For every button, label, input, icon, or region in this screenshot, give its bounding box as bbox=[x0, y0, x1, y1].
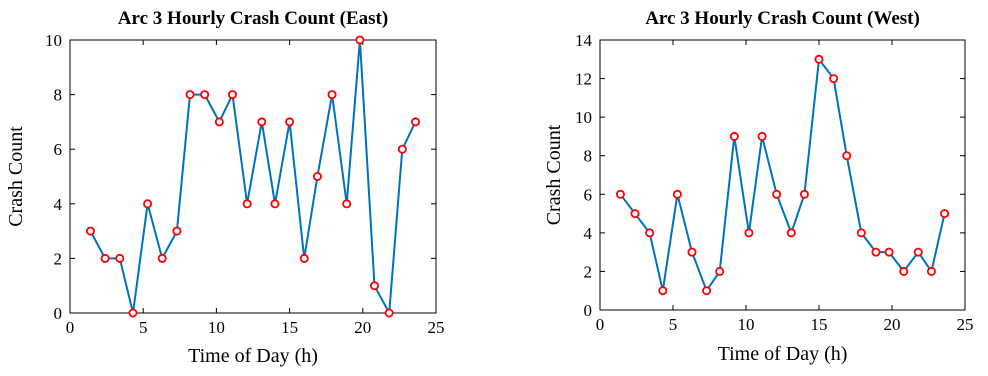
data-point-west bbox=[715, 266, 725, 276]
data-point-east bbox=[270, 199, 280, 209]
y-tick-label-west: 6 bbox=[584, 185, 593, 204]
data-point-east bbox=[342, 199, 352, 209]
y-tick-label-east: 4 bbox=[54, 195, 63, 214]
x-tick-label-west: 10 bbox=[738, 315, 755, 334]
data-point-west bbox=[799, 189, 809, 199]
data-point-east bbox=[185, 90, 195, 100]
data-point-east bbox=[285, 117, 295, 127]
data-point-east bbox=[384, 308, 394, 318]
data-point-west bbox=[757, 131, 767, 141]
data-point-west bbox=[829, 74, 839, 84]
data-point-east bbox=[257, 117, 267, 127]
data-point-east bbox=[397, 144, 407, 154]
data-point-west bbox=[940, 209, 950, 219]
data-point-east bbox=[242, 199, 252, 209]
chart-east: Arc 3 Hourly Crash Count (East)0 5 10 15 20 2… bbox=[5, 8, 445, 367]
y-tick-label-west: 8 bbox=[584, 147, 593, 166]
chart-west: Arc 3 Hourly Crash Count (West)0 5 10 15 20 2… bbox=[543, 8, 974, 365]
y-tick-label-east: 0 bbox=[54, 304, 63, 323]
data-point-east bbox=[128, 308, 138, 318]
y-axis-label-east: Crash Count bbox=[5, 126, 27, 227]
x-tick-label-east: 25 bbox=[428, 318, 445, 337]
x-tick-label-west: 15 bbox=[811, 315, 828, 334]
data-point-west bbox=[786, 228, 796, 238]
data-point-east bbox=[214, 117, 224, 127]
data-point-east bbox=[157, 253, 167, 263]
y-tick-label-west: 2 bbox=[584, 262, 593, 281]
x-tick-label-east: 5 bbox=[139, 318, 148, 337]
data-point-west bbox=[744, 228, 754, 238]
data-point-west bbox=[871, 247, 881, 257]
y-tick-label-west: 14 bbox=[575, 31, 593, 50]
data-point-east bbox=[200, 90, 210, 100]
x-tick-label-west: 20 bbox=[884, 315, 901, 334]
data-point-west bbox=[658, 286, 668, 296]
data-point-east bbox=[355, 35, 365, 45]
data-point-east bbox=[312, 171, 322, 181]
data-point-east bbox=[370, 281, 380, 291]
x-tick-label-west: 25 bbox=[957, 315, 974, 334]
data-point-west bbox=[672, 189, 682, 199]
data-point-east bbox=[327, 90, 337, 100]
y-tick-label-east: 8 bbox=[54, 86, 63, 105]
data-point-east bbox=[143, 199, 153, 209]
y-tick-label-east: 2 bbox=[54, 249, 63, 268]
data-point-east bbox=[228, 90, 238, 100]
data-point-east bbox=[299, 253, 309, 263]
x-tick-label-east: 15 bbox=[281, 318, 298, 337]
y-tick-label-west: 4 bbox=[584, 224, 593, 243]
data-point-west bbox=[630, 209, 640, 219]
data-point-west bbox=[926, 266, 936, 276]
data-point-east bbox=[115, 253, 125, 263]
data-point-east bbox=[411, 117, 421, 127]
x-axis-label-east: Time of Day (h) bbox=[188, 345, 318, 367]
x-tick-label-east: 10 bbox=[208, 318, 225, 337]
x-tick-label-west: 5 bbox=[669, 315, 678, 334]
y-tick-label-west: 10 bbox=[575, 108, 592, 127]
y-tick-label-west: 12 bbox=[575, 70, 592, 89]
data-point-east bbox=[172, 226, 182, 236]
data-point-west bbox=[729, 131, 739, 141]
chart-title-west: Arc 3 Hourly Crash Count (West) bbox=[645, 8, 920, 29]
data-point-west bbox=[842, 151, 852, 161]
data-point-west bbox=[814, 54, 824, 64]
data-point-east bbox=[100, 253, 110, 263]
x-axis-label-west: Time of Day (h) bbox=[718, 343, 848, 365]
data-point-west bbox=[772, 189, 782, 199]
x-tick-label-east: 20 bbox=[354, 318, 371, 337]
data-point-west bbox=[884, 247, 894, 257]
data-point-west bbox=[899, 266, 909, 276]
data-point-west bbox=[913, 247, 923, 257]
data-point-west bbox=[687, 247, 697, 257]
y-axis-label-west: Crash Count bbox=[543, 124, 565, 225]
y-tick-label-east: 10 bbox=[45, 31, 62, 50]
data-point-west bbox=[702, 286, 712, 296]
data-point-west bbox=[615, 189, 625, 199]
y-tick-label-east: 6 bbox=[54, 140, 63, 159]
y-tick-label-west: 0 bbox=[584, 301, 593, 320]
x-tick-label-west: 0 bbox=[596, 315, 605, 334]
plot-area-west bbox=[599, 39, 966, 311]
data-point-west bbox=[645, 228, 655, 238]
data-point-east bbox=[85, 226, 95, 236]
chart-title-east: Arc 3 Hourly Crash Count (East) bbox=[118, 8, 388, 29]
data-point-west bbox=[856, 228, 866, 238]
x-tick-label-east: 0 bbox=[66, 318, 75, 337]
series-line-east bbox=[89, 39, 417, 314]
